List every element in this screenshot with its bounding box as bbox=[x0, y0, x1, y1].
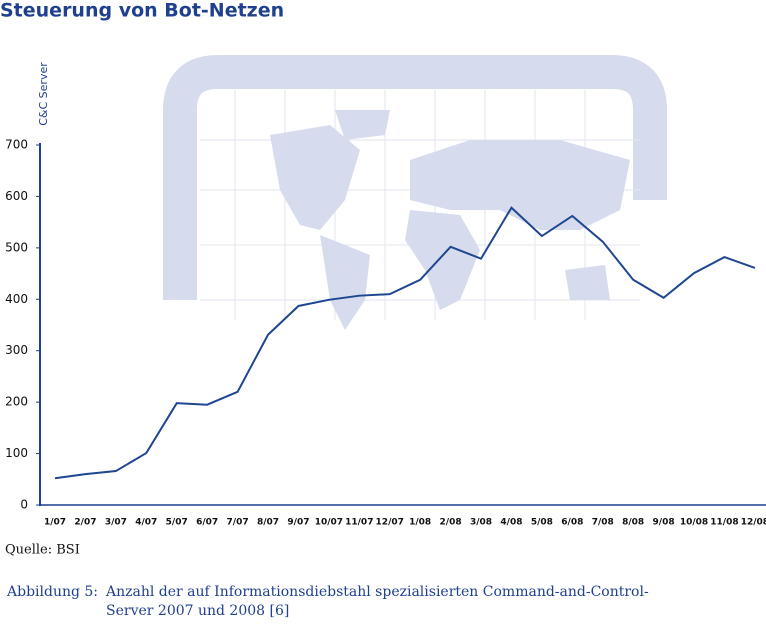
y-tick-label: 0 bbox=[20, 498, 28, 512]
y-tick-label: 700 bbox=[5, 138, 28, 152]
x-tick-label: 10/07 bbox=[315, 518, 343, 528]
caption-line: Server 2007 und 2008 [6] bbox=[106, 603, 289, 619]
y-axis-label: C&C Server bbox=[37, 62, 50, 126]
x-tick-label: 2/08 bbox=[440, 518, 462, 528]
x-tick-label: 3/07 bbox=[105, 518, 127, 528]
caption-label: Abbildung 5: bbox=[6, 584, 98, 600]
x-tick-label: 2/07 bbox=[74, 518, 96, 528]
x-tick-label: 11/07 bbox=[345, 518, 373, 528]
x-tick-label: 1/07 bbox=[44, 518, 66, 528]
x-tick-label: 6/08 bbox=[561, 518, 583, 528]
data-line bbox=[54, 206, 756, 480]
x-tick-label: 5/07 bbox=[166, 518, 188, 528]
x-tick-label: 1/08 bbox=[409, 518, 431, 528]
x-tick-label: 11/08 bbox=[710, 518, 738, 528]
source: Quelle: BSI bbox=[5, 543, 80, 558]
x-tick-label: 9/07 bbox=[287, 518, 309, 528]
background-map bbox=[163, 55, 667, 330]
x-tick-label: 7/08 bbox=[592, 518, 614, 528]
x-tick-label: 8/07 bbox=[257, 518, 279, 528]
x-tick-label: 7/07 bbox=[227, 518, 249, 528]
y-tick-label: 200 bbox=[5, 395, 28, 409]
x-tick-label: 5/08 bbox=[531, 518, 553, 528]
y-tick-label: 500 bbox=[5, 240, 28, 254]
y-tick-label: 300 bbox=[5, 343, 28, 357]
x-tick-label: 12/07 bbox=[376, 518, 404, 528]
x-tick-label: 9/08 bbox=[653, 518, 675, 528]
y-tick-label: 600 bbox=[5, 189, 28, 203]
caption-line: Anzahl der auf Informationsdiebstahl spe… bbox=[105, 584, 649, 600]
y-tick-label: 400 bbox=[5, 292, 28, 306]
x-tick-label: 10/08 bbox=[680, 518, 708, 528]
x-tick-label: 8/08 bbox=[622, 518, 644, 528]
y-tick-label: 100 bbox=[5, 446, 28, 460]
x-tick-label: 3/08 bbox=[470, 518, 492, 528]
x-tick-label: 4/07 bbox=[135, 518, 157, 528]
x-tick-label: 12/08 bbox=[741, 518, 766, 528]
x-tick-label: 4/08 bbox=[500, 518, 522, 528]
x-tick-label: 6/07 bbox=[196, 518, 218, 528]
chart-title: Steuerung von Bot-Netzen bbox=[0, 0, 284, 22]
